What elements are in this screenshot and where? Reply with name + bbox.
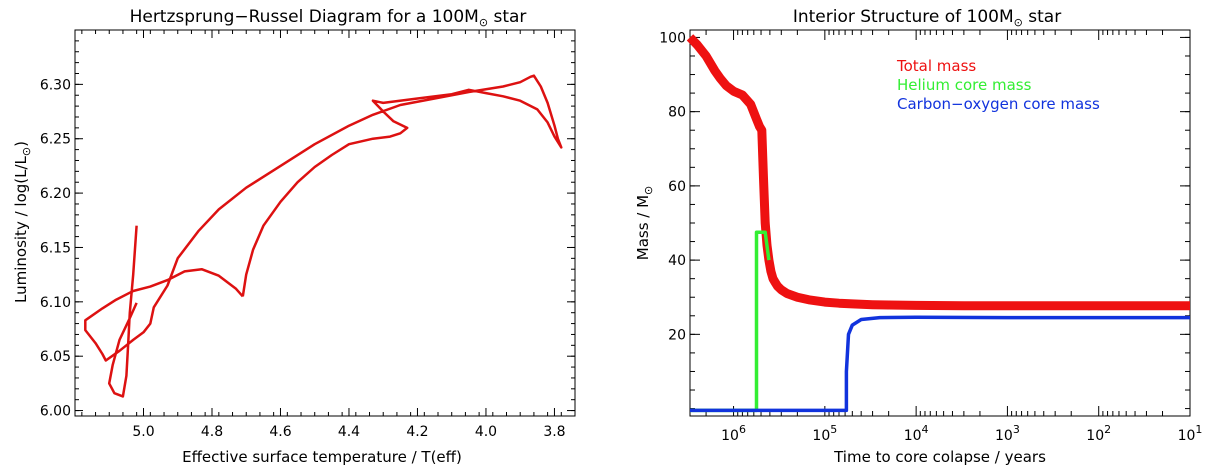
hr-plot-frame — [74, 29, 576, 417]
hr-y-tick-label: 6.30 — [40, 77, 71, 93]
hr-y-ticks: 6.00 6.05 6.10 6.15 6.20 6.25 6.30 — [40, 40, 575, 420]
hr-y-tick-label: 6.00 — [40, 404, 71, 420]
hr-x-axis-label: Effective surface temperature / T(eff) — [182, 448, 462, 466]
interior-y-tick-label: 80 — [668, 105, 686, 121]
legend-entry: Total mass — [896, 57, 976, 75]
interior-y-tick-label: 60 — [668, 179, 686, 195]
hr-y-tick-label: 6.20 — [40, 186, 71, 202]
hr-tracks — [84, 74, 563, 398]
interior-y-ticks: 20 40 60 80 100 — [659, 30, 1190, 410]
interior-x-tick-label: 106 — [721, 423, 746, 444]
hr-x-tick-label: 4.2 — [406, 424, 428, 440]
hr-x-tick-label: 3.8 — [543, 424, 565, 440]
legend-entry: Helium core mass — [897, 76, 1032, 94]
interior-y-tick-label: 100 — [659, 30, 686, 46]
hr-x-tick-label: 4.8 — [201, 424, 223, 440]
interior-series — [686, 34, 1190, 413]
legend-entry: Carbon−oxygen core mass — [897, 95, 1100, 113]
hr-y-tick-label: 6.10 — [40, 295, 71, 311]
interior-y-tick-label: 20 — [668, 327, 686, 343]
hr-x-ticks: 5.0 4.8 4.6 4.4 4.2 4.0 3.8 — [81, 30, 566, 440]
hr-y-tick-label: 6.25 — [40, 132, 71, 148]
hr-y-tick-label: 6.05 — [40, 349, 71, 365]
interior-x-tick-label: 104 — [904, 423, 929, 444]
interior-series-line-2 — [690, 230, 771, 413]
hr-x-tick-label: 5.0 — [132, 424, 154, 440]
interior-x-tick-label: 105 — [812, 423, 837, 444]
hr-track-line-2 — [107, 225, 138, 398]
hr-track-line-1 — [84, 74, 563, 362]
hr-y-tick-label: 6.15 — [40, 240, 71, 256]
interior-title: Interior Structure of 100M⊙ star — [793, 7, 1061, 29]
hr-x-tick-label: 4.4 — [338, 424, 360, 440]
interior-y-axis-label: Mass / M⊙ — [634, 186, 655, 261]
interior-x-axis-label: Time to core colapse / years — [833, 448, 1046, 466]
interior-x-ticks: 106 105 104 103 102 101 — [689, 30, 1203, 444]
hr-x-tick-label: 4.6 — [269, 424, 291, 440]
interior-x-tick-label: 103 — [995, 423, 1020, 444]
hr-diagram-panel: Hertzsprung−Russel Diagram for a 100M⊙ s… — [12, 7, 576, 466]
interior-y-tick-label: 40 — [668, 253, 686, 269]
interior-series-line-1 — [686, 34, 1190, 311]
interior-series-line-3 — [690, 315, 1190, 413]
hr-title: Hertzsprung−Russel Diagram for a 100M⊙ s… — [130, 7, 527, 29]
hr-x-tick-label: 4.0 — [475, 424, 497, 440]
interior-structure-panel: Interior Structure of 100M⊙ star Time to… — [634, 7, 1202, 466]
interior-x-tick-label: 102 — [1086, 423, 1111, 444]
interior-x-tick-label: 101 — [1178, 423, 1203, 444]
hr-y-axis-label: Luminosity / log(L/L⊙) — [12, 141, 33, 303]
